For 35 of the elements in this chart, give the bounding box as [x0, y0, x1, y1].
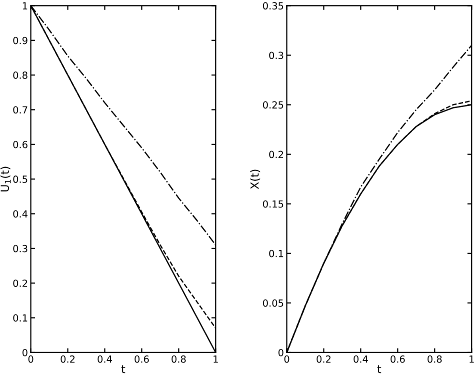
x-tick-label: 0.8	[428, 355, 442, 363]
x-tick-label: 0.6	[134, 355, 149, 363]
x-tick-label: 0.2	[60, 355, 75, 363]
y-tick-label: 0	[278, 348, 284, 356]
x-tick-label: 1	[470, 356, 474, 363]
y-tick-label: 0.15	[262, 200, 284, 208]
y-tick-label: 0.2	[269, 150, 284, 158]
y-tick-label: 0.2	[13, 280, 28, 287]
y-tick-label: 0.6	[13, 140, 28, 148]
y-tick-label: 1	[22, 2, 28, 10]
y-tick-label: 0.05	[262, 299, 284, 307]
x-tick-label: 1	[214, 356, 218, 363]
y-tick-label: 0.7	[13, 106, 28, 114]
x-axis-title: t	[377, 365, 382, 374]
y-tick-label: 0.1	[13, 314, 28, 322]
x-tick-label: 0.8	[172, 355, 186, 363]
y-tick-label: 0.35	[262, 2, 284, 10]
x-tick-label: 0.6	[390, 355, 405, 363]
y-tick-label: 0.4	[13, 210, 28, 218]
x-tick-label: 0.4	[354, 355, 368, 363]
y-tick-label: 0.1	[269, 250, 284, 258]
y-tick-label: 0.5	[13, 176, 28, 183]
y-tick-label: 0.9	[13, 36, 28, 44]
x-tick-label: 0	[284, 355, 290, 363]
y-tick-label: 0	[22, 348, 28, 356]
x-tick-label: 0.2	[316, 355, 330, 363]
x-tick-label: 0.4	[98, 355, 112, 363]
y-axis-title: X(t)	[250, 170, 260, 190]
x-tick-label: 0	[28, 355, 34, 363]
y-tick-label: 0.25	[262, 101, 284, 109]
y-tick-label: 0.3	[269, 52, 284, 60]
y-tick-label: 0.3	[13, 244, 28, 252]
x-axis-title: t	[121, 365, 126, 374]
y-axis-title: U$_{1}$(t)	[0, 166, 11, 192]
y-tick-label: 0.8	[13, 72, 28, 79]
